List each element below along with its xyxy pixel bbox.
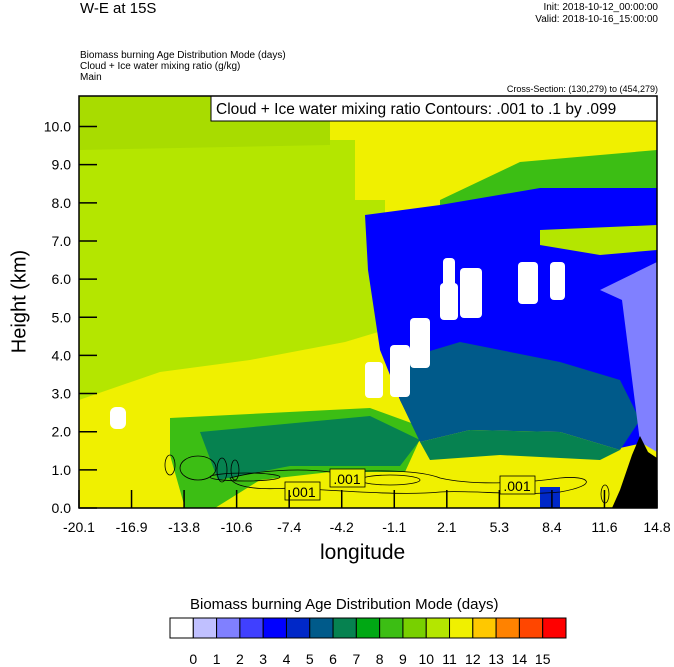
y-tick-label: 8.0 [52, 195, 72, 211]
x-axis-label: longitude [320, 541, 406, 564]
colorbar-swatch [495, 617, 520, 639]
colorbar-label: 6 [329, 651, 337, 667]
contour-label: .001 [499, 475, 536, 495]
colorbar-label: 2 [236, 651, 244, 667]
region-age-10b [540, 225, 657, 255]
shaded-field: .001 .001 .001 [79, 96, 657, 508]
colorbar-swatch [379, 617, 404, 639]
colorbar-swatch [169, 617, 194, 639]
x-tick-label: -20.1 [63, 519, 95, 535]
y-tick-label: 5.0 [52, 309, 72, 325]
colorbar-label: 10 [418, 651, 434, 667]
contour-label: .001 [284, 481, 321, 501]
y-tick-label: 0.0 [52, 500, 72, 516]
contour-legend: Cloud + Ice water mixing ratio Contours:… [210, 95, 658, 122]
x-tick-label: -16.9 [116, 519, 148, 535]
x-tick-label: 2.1 [437, 519, 457, 535]
contour-legend-text: Cloud + Ice water mixing ratio Contours:… [216, 101, 616, 118]
x-tick-label: 14.8 [643, 519, 670, 535]
colorbar-label: 11 [442, 651, 457, 667]
colorbar-label: 5 [306, 651, 314, 667]
x-tick-label: -13.8 [168, 519, 200, 535]
region-age-6 [400, 342, 640, 450]
y-tick-label: 1.0 [52, 462, 72, 478]
region-age-0 [390, 345, 410, 397]
colorbar-swatch [472, 617, 497, 639]
region-age-7b [420, 430, 620, 460]
subtitle-line: Cloud + Ice water mixing ratio (g/kg) [80, 61, 241, 72]
x-tick-label: -10.6 [221, 519, 253, 535]
colorbar: 0 1 2 3 4 5 6 7 8 9 10 11 12 13 14 15 [169, 617, 567, 667]
colorbar-label: 15 [535, 651, 551, 667]
region-age-0 [550, 262, 565, 300]
y-axis: 0.0 1.0 2.0 3.0 4.0 5.0 6.0 7.0 8.0 9.0 10.0 [44, 119, 97, 516]
colorbar-swatch [285, 617, 311, 639]
x-axis: -20.1 -16.9 -13.8 -10.6 -7.4 -4.2 -1.1 2.1 5.3 8.… [63, 490, 671, 535]
y-tick-label: 9.0 [52, 157, 72, 173]
y-tick-label: 4.0 [52, 347, 72, 363]
subtitle-line: Main [80, 72, 102, 83]
region-age-0 [443, 258, 455, 298]
colorbar-label: 1 [213, 651, 221, 667]
y-tick-label: 3.0 [52, 386, 72, 402]
svg-text:.001: .001 [503, 478, 530, 494]
valid-time: Valid: 2018-10-16_15:00:00 [535, 14, 658, 25]
y-tick-label: 10.0 [44, 119, 71, 135]
y-tick-label: 6.0 [52, 271, 72, 287]
x-tick-label: -4.2 [330, 519, 354, 535]
colorbar-label: 8 [376, 651, 384, 667]
x-tick-label: -7.4 [277, 519, 301, 535]
colorbar-title: Biomass burning Age Distribution Mode (d… [190, 596, 499, 613]
colorbar-label: 0 [189, 651, 197, 667]
x-tick-label: 11.6 [591, 519, 617, 535]
subtitle-line: Biomass burning Age Distribution Mode (d… [80, 50, 286, 61]
colorbar-label: 3 [259, 651, 267, 667]
colorbar-swatch [239, 617, 264, 639]
colorbar-swatch [518, 617, 544, 639]
x-tick-label: 5.3 [490, 519, 510, 535]
region-age-2 [600, 262, 657, 452]
colorbar-label: 12 [465, 651, 481, 667]
colorbar-swatch [542, 617, 567, 639]
colorbar-swatch [192, 617, 218, 639]
colorbar-label: 14 [512, 651, 528, 667]
colorbar-swatch [449, 617, 474, 639]
colorbar-swatch [309, 617, 334, 639]
region-age-4 [540, 487, 560, 508]
colorbar-label: 13 [488, 651, 504, 667]
colorbar-swatch [355, 617, 381, 639]
cross-section-label: Cross-Section: (130,279) to (454,279) [506, 84, 658, 94]
colorbar-swatch [216, 617, 241, 639]
region-age-0 [460, 268, 482, 318]
colorbar-swatch [262, 617, 287, 639]
colorbar-label: 9 [399, 651, 407, 667]
x-tick-label: 8.4 [542, 519, 562, 535]
y-tick-label: 7.0 [52, 233, 72, 249]
colorbar-swatch [332, 617, 357, 639]
region-age-0 [365, 362, 383, 398]
region-age-0 [410, 318, 430, 368]
colorbar-swatch [402, 617, 427, 639]
plot-frame [78, 95, 658, 509]
x-tick-label: -1.1 [382, 519, 406, 535]
region-age-0 [518, 262, 538, 304]
terrain [612, 436, 657, 508]
colorbar-label: 4 [283, 651, 291, 667]
init-time: Init: 2018-10-12_00:00:00 [543, 2, 658, 13]
y-axis-label: Height (km) [8, 249, 31, 354]
contour-label: .001 [329, 468, 366, 488]
region-age-0 [110, 407, 126, 429]
region-age-7 [200, 416, 420, 480]
colorbar-label: 7 [352, 651, 360, 667]
plot-title: W-E at 15S [80, 0, 157, 17]
colorbar-swatch [425, 617, 451, 639]
region-age-11 [79, 96, 385, 400]
svg-text:.001: .001 [288, 484, 315, 500]
svg-text:.001: .001 [333, 471, 360, 487]
y-tick-label: 2.0 [52, 424, 72, 440]
